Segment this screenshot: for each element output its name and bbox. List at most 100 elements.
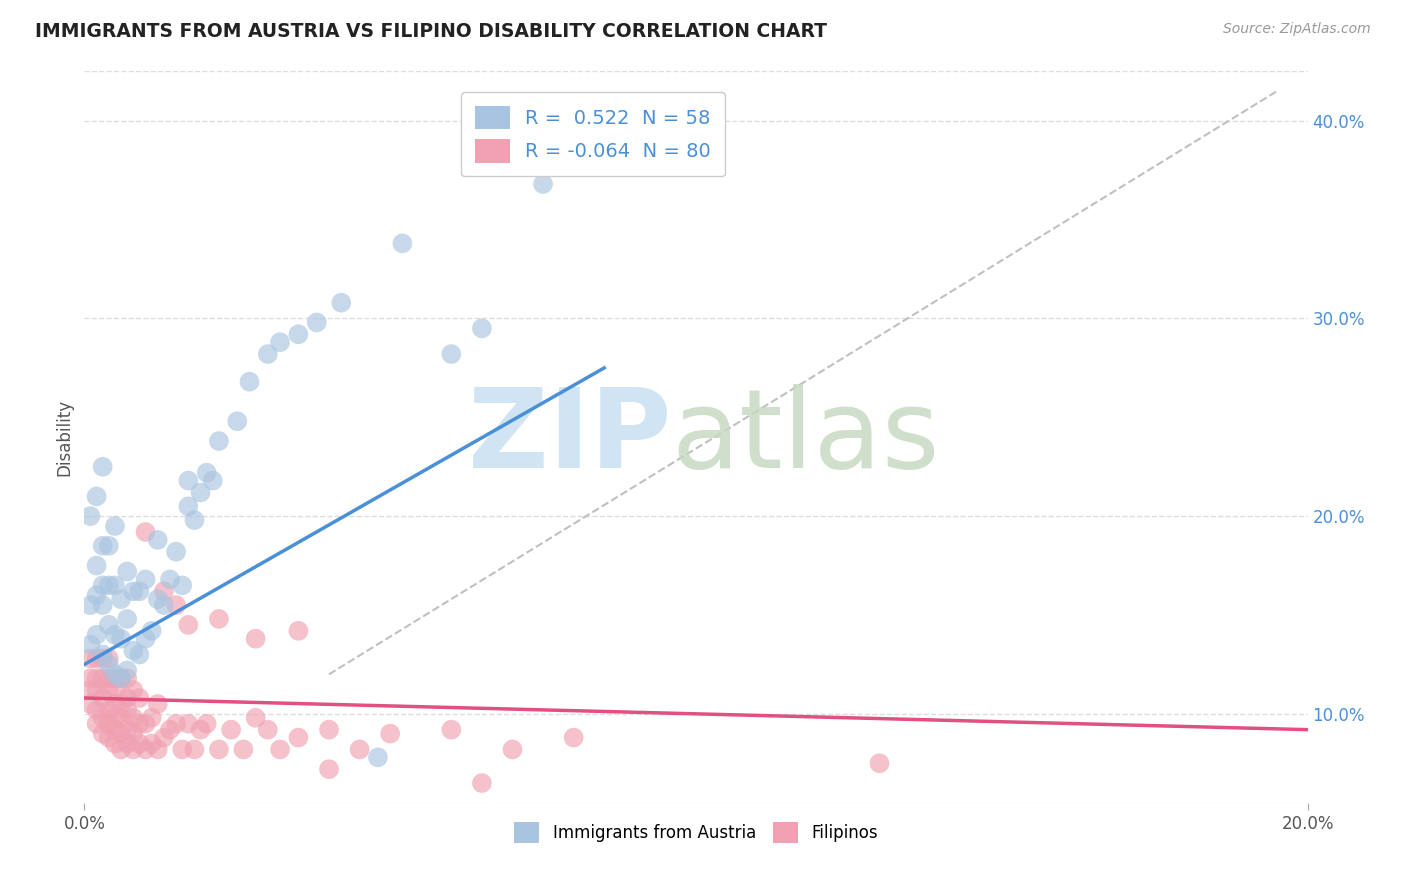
Point	[86, 683, 108, 698]
Point	[110, 632, 132, 646]
Point	[97, 651, 120, 665]
Point	[367, 750, 389, 764]
Point	[232, 742, 254, 756]
Point	[86, 588, 108, 602]
Point	[91, 691, 114, 706]
Point	[97, 703, 120, 717]
Point	[226, 414, 249, 428]
Point	[97, 731, 120, 745]
Point	[287, 624, 309, 638]
Point	[115, 565, 138, 579]
Point	[97, 539, 120, 553]
Point	[91, 648, 114, 662]
Point	[104, 723, 127, 737]
Point	[257, 347, 280, 361]
Text: IMMIGRANTS FROM AUSTRIA VS FILIPINO DISABILITY CORRELATION CHART: IMMIGRANTS FROM AUSTRIA VS FILIPINO DISA…	[35, 22, 827, 41]
Point	[122, 742, 145, 756]
Point	[115, 671, 138, 685]
Point	[91, 539, 114, 553]
Point	[135, 716, 157, 731]
Point	[86, 716, 108, 731]
Point	[110, 671, 132, 685]
Point	[79, 671, 101, 685]
Point	[269, 742, 291, 756]
Point	[330, 295, 353, 310]
Point	[86, 558, 108, 573]
Point	[440, 723, 463, 737]
Point	[471, 321, 494, 335]
Point	[153, 584, 176, 599]
Point	[195, 716, 218, 731]
Point	[86, 628, 108, 642]
Point	[141, 624, 163, 638]
Point	[97, 578, 120, 592]
Point	[562, 731, 585, 745]
Point	[122, 683, 145, 698]
Point	[391, 236, 413, 251]
Point	[110, 697, 132, 711]
Point	[110, 726, 132, 740]
Point	[190, 485, 212, 500]
Point	[183, 513, 205, 527]
Legend: Immigrants from Austria, Filipinos: Immigrants from Austria, Filipinos	[508, 815, 884, 849]
Point	[122, 643, 145, 657]
Point	[97, 683, 120, 698]
Point	[135, 524, 157, 539]
Point	[79, 697, 101, 711]
Point	[91, 651, 114, 665]
Point	[104, 711, 127, 725]
Point	[195, 466, 218, 480]
Point	[128, 691, 150, 706]
Point	[159, 573, 181, 587]
Point	[115, 723, 138, 737]
Text: atlas: atlas	[672, 384, 941, 491]
Point	[104, 519, 127, 533]
Point	[190, 723, 212, 737]
Point	[208, 434, 231, 448]
Point	[165, 598, 187, 612]
Point	[257, 723, 280, 737]
Point	[97, 716, 120, 731]
Point	[110, 742, 132, 756]
Point	[79, 683, 101, 698]
Point	[172, 578, 194, 592]
Point	[128, 584, 150, 599]
Point	[380, 726, 402, 740]
Point	[208, 742, 231, 756]
Point	[115, 703, 138, 717]
Point	[97, 671, 120, 685]
Point	[79, 509, 101, 524]
Point	[287, 731, 309, 745]
Point	[79, 651, 101, 665]
Point	[245, 632, 267, 646]
Point	[128, 648, 150, 662]
Point	[104, 697, 127, 711]
Point	[502, 742, 524, 756]
Point	[153, 598, 176, 612]
Point	[86, 489, 108, 503]
Point	[141, 737, 163, 751]
Point	[110, 711, 132, 725]
Point	[91, 598, 114, 612]
Point	[86, 703, 108, 717]
Point	[159, 723, 181, 737]
Text: Source: ZipAtlas.com: Source: ZipAtlas.com	[1223, 22, 1371, 37]
Point	[110, 671, 132, 685]
Point	[269, 335, 291, 350]
Point	[104, 667, 127, 681]
Point	[531, 177, 554, 191]
Point	[122, 584, 145, 599]
Point	[91, 726, 114, 740]
Point	[122, 711, 145, 725]
Point	[177, 716, 200, 731]
Point	[146, 697, 169, 711]
Point	[349, 742, 371, 756]
Point	[238, 375, 260, 389]
Point	[104, 683, 127, 698]
Point	[219, 723, 242, 737]
Point	[97, 657, 120, 672]
Point	[869, 756, 891, 771]
Point	[115, 612, 138, 626]
Point	[135, 573, 157, 587]
Point	[128, 737, 150, 751]
